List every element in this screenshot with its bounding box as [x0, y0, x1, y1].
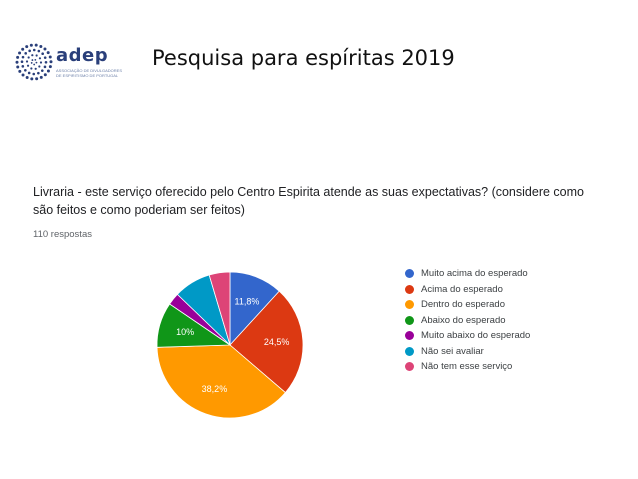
slice-label-1: 24,5% — [264, 337, 290, 347]
logo-dot — [21, 55, 25, 59]
pie-chart: 11,8% 24,5% 38,2% 10% — [156, 271, 304, 419]
logo-dot — [38, 57, 42, 60]
logo-dot — [37, 49, 41, 53]
slice-label-2: 38,2% — [202, 384, 228, 394]
logo-dot — [48, 55, 52, 59]
logo-dot — [21, 73, 25, 77]
logo-dot — [15, 60, 19, 64]
legend-swatch — [405, 284, 414, 294]
pie-slice-1 — [229, 290, 304, 394]
legend-label: Acima do esperado — [421, 283, 503, 295]
legend-label: Não tem esse serviço — [421, 361, 513, 373]
logo-dot — [34, 43, 38, 47]
logo-dot — [31, 54, 34, 57]
logo-dot — [44, 60, 48, 64]
pie-slice-6 — [208, 271, 231, 346]
legend-swatch — [405, 331, 414, 341]
logo-dot — [16, 55, 20, 59]
logo-dot — [35, 77, 39, 81]
logo-dot — [27, 71, 31, 75]
legend-swatch — [405, 346, 414, 356]
legend-swatch — [405, 300, 414, 310]
slice-label-3: 10% — [176, 327, 194, 337]
legend-swatch — [405, 269, 414, 279]
legend-label: Dentro do esperado — [421, 299, 505, 311]
logo-dot — [43, 65, 47, 69]
logo-dot — [16, 65, 20, 69]
logo-dot — [21, 47, 25, 51]
logo-dot — [24, 68, 27, 72]
legend-item-5: Não sei avaliar — [405, 344, 530, 360]
logo-dot — [43, 56, 47, 59]
legend-item-2: Dentro do esperado — [405, 297, 530, 313]
logo-subtitle: Associação de Divulgadores de Espiritism… — [56, 68, 123, 78]
adep-logo: adep Associação de Divulgadores de Espir… — [14, 42, 122, 84]
logo-dot — [32, 72, 36, 76]
response-count: 110 respostas — [33, 229, 92, 240]
legend-item-4: Muito abaixo do esperado — [405, 328, 530, 344]
logo-dot — [28, 49, 31, 53]
logo-dot — [29, 43, 33, 47]
pie-slice-2 — [156, 344, 286, 419]
logo-dot — [18, 69, 22, 73]
logo-dot — [26, 64, 30, 67]
logo-dot — [39, 75, 43, 79]
logo-dots-icon — [15, 43, 53, 81]
legend-label: Não sei avaliar — [421, 345, 484, 357]
chart-title: Livraria - este serviço oferecido pelo C… — [33, 185, 584, 217]
legend-label: Muito abaixo do esperado — [421, 330, 531, 342]
legend-swatch — [405, 362, 414, 372]
logo-dot — [35, 54, 38, 57]
logo-dot — [39, 61, 43, 64]
logo-dot — [39, 44, 43, 48]
logo-dot — [18, 51, 22, 55]
logo-dot — [27, 56, 30, 59]
logo-dot — [37, 71, 40, 75]
logo-dot — [34, 67, 37, 70]
logo-dot — [49, 60, 53, 64]
logo-dot — [25, 60, 29, 63]
logo-dot — [34, 58, 37, 61]
logo-dot — [38, 65, 41, 68]
logo-dot — [43, 47, 47, 51]
page-title: Pesquisa para espíritas 2019 — [152, 46, 455, 70]
logo-dot — [25, 76, 29, 80]
logo-dot — [33, 63, 36, 66]
logo-dot — [32, 48, 36, 52]
legend-label: Abaixo do esperado — [421, 314, 506, 326]
logo-dot — [21, 65, 25, 68]
logo-dot — [30, 67, 33, 70]
logo-dot — [46, 69, 50, 73]
logo-dot — [40, 69, 44, 72]
logo-dot — [35, 61, 38, 64]
legend-item-0: Muito acima do esperado — [405, 266, 530, 282]
chart-legend: Muito acima do esperado Acima do esperado… — [405, 266, 530, 375]
logo-dot — [48, 65, 52, 69]
logo-name: adep — [56, 45, 109, 66]
legend-swatch — [405, 315, 414, 325]
logo-dot — [24, 52, 28, 55]
logo-dot — [20, 60, 24, 64]
legend-label: Muito acima do esperado — [421, 268, 528, 280]
logo-dot — [43, 73, 47, 77]
legend-item-1: Acima do esperado — [405, 282, 530, 298]
logo-dot — [30, 62, 33, 64]
logo-dot — [31, 59, 34, 61]
legend-item-6: Não tem esse serviço — [405, 359, 530, 375]
legend-item-3: Abaixo do esperado — [405, 313, 530, 329]
logo-dot — [41, 52, 44, 56]
logo-dot — [30, 77, 34, 81]
logo-dot — [46, 51, 50, 55]
logo-dot — [25, 45, 29, 49]
slice-label-0: 11,8% — [234, 296, 259, 306]
